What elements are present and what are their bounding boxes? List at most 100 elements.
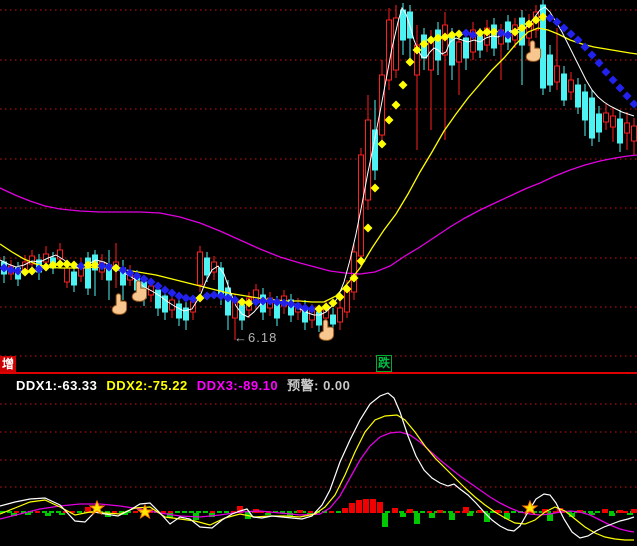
trend-dot [181,293,191,303]
trend-dot [237,297,247,307]
increase-badge: 增 [0,356,17,372]
trend-dot [244,298,254,308]
candle-body [330,314,336,325]
ddx-bar-red [297,510,303,513]
ddx-bar-red [542,509,548,513]
zero-line-dash [287,511,292,513]
trend-dot [97,261,107,271]
ddx-bar-green [449,513,455,520]
zero-line-dash [77,511,82,513]
candle-body [183,307,189,321]
zero-line-dash [539,511,544,513]
trend-dot [559,23,569,33]
trend-dot [503,30,513,40]
candle-body [589,97,595,139]
zero-line-dash [595,511,600,513]
zero-line-dash [294,511,299,513]
trend-dot [307,304,317,314]
trend-dot [447,30,457,40]
zero-line-dash [112,511,117,513]
trend-dot [62,259,72,269]
chart-line [0,414,634,541]
trend-dot [608,75,618,85]
candle-body [610,115,616,128]
trend-dot [48,260,58,270]
trend-dot [496,28,506,38]
trend-dot [412,45,422,55]
ddx-bar-red [349,503,355,513]
ddx-bar-green [167,513,173,518]
trend-dot [622,91,632,101]
zero-line-dash [455,511,460,513]
candle-body [64,267,70,283]
zero-line-dash [623,511,628,513]
trend-dot [265,296,275,306]
ddx-indicator-chart [0,392,637,541]
trend-dot [160,285,170,295]
trend-dot [475,28,485,38]
trend-dot [370,183,380,193]
candle-body [624,122,630,134]
star-marker-icon [521,499,539,516]
zero-line-dash [49,511,54,513]
zero-line-dash [7,511,12,513]
ddx-bar-red [477,510,483,513]
zero-line-dash [21,511,26,513]
candle-body [316,311,322,326]
trend-dot [111,263,121,273]
zero-line-dash [196,511,201,513]
candle-body [176,303,182,319]
zero-line-dash [119,511,124,513]
ddx1-value: DDX1:-63.33 [16,378,98,393]
ddx-bar-green [414,513,420,524]
zero-line-dash [105,511,110,513]
zero-line-dash [224,511,229,513]
trend-dot [188,294,198,304]
zero-line-dash [546,511,551,513]
trend-dot [90,260,100,270]
ddx-bar-green [122,513,128,515]
zero-line-dash [189,511,194,513]
main-price-chart [0,0,637,374]
zero-line-dash [133,511,138,513]
trend-dot [356,256,366,266]
zero-line-dash [329,511,334,513]
zero-line-dash [259,511,264,513]
trend-dot [594,58,604,68]
ddx-bar-green [589,513,595,515]
zero-line-dash [420,511,425,513]
hand-marker-icon [131,280,148,302]
trend-dot [510,27,520,37]
candle-body [554,65,560,83]
zero-line-dash [427,511,432,513]
ddx-bar-red [377,502,383,513]
trend-dot [538,12,548,22]
zero-line-dash [308,511,313,513]
ddx-bar-red [495,510,501,513]
trend-dot [167,288,177,298]
candle-body [85,257,91,289]
zero-line-dash [511,511,516,513]
candle-body [379,74,385,136]
candle-body [456,41,462,63]
trend-dot [202,291,212,301]
ddx-bar-red [407,509,413,513]
trend-dot [216,291,226,301]
trend-dot [335,292,345,302]
ddx-bar-red [602,509,608,513]
zero-line-dash [413,511,418,513]
ddx-bar-red [342,508,348,513]
ddx-bar-red [463,507,469,513]
trend-dot [419,39,429,49]
trend-dot [566,29,576,39]
trend-dot [433,33,443,43]
ddx-bar-green [265,513,271,515]
ddx-bar-green [429,513,435,518]
trend-dot [573,35,583,45]
candle-body [197,251,203,286]
candle-body [582,91,588,121]
candle-body [204,257,210,276]
candle-body [351,251,357,293]
trend-dot [27,266,37,276]
